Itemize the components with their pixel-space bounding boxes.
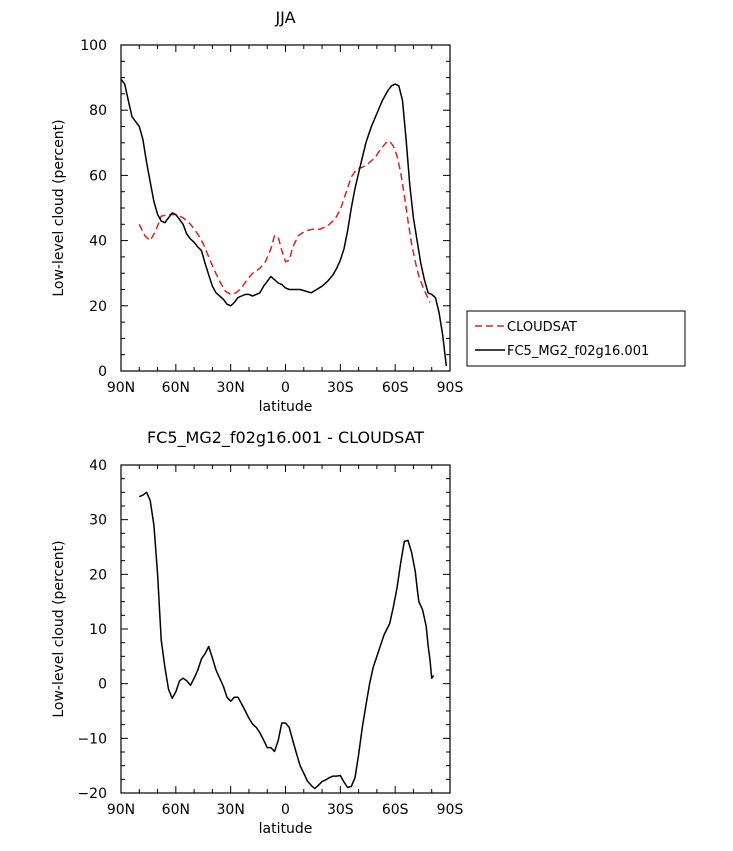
plot-frame <box>120 464 451 794</box>
x-tick-label: 30N <box>217 802 245 818</box>
x-axis-label: latitude <box>259 399 313 415</box>
y-axis-label: Low-level cloud (percent) <box>51 540 67 717</box>
x-tick-label: 60N <box>162 380 190 396</box>
y-tick-label: −20 <box>77 786 107 802</box>
x-tick-label: 60S <box>382 380 409 396</box>
series-line-difference <box>138 491 435 790</box>
x-tick-label: 30S <box>327 802 354 818</box>
y-tick-label: 0 <box>98 677 107 693</box>
y-axis-label: Low-level cloud (percent) <box>51 119 67 296</box>
y-tick-label: 100 <box>80 38 107 54</box>
y-tick-label: 60 <box>89 168 107 184</box>
y-tick-label: −10 <box>77 731 107 747</box>
y-tick-label: 40 <box>89 234 107 250</box>
x-tick-label: 0 <box>281 380 290 396</box>
y-tick-label: 20 <box>89 299 107 315</box>
x-tick-label: 60N <box>162 802 190 818</box>
y-tick-label: 40 <box>89 458 107 474</box>
x-tick-label: 30N <box>217 380 245 396</box>
legend-label: CLOUDSAT <box>507 320 577 335</box>
x-tick-label: 90N <box>107 802 135 818</box>
x-tick-label: 30S <box>327 380 354 396</box>
chart-panel-bottom: FC5_MG2_f02g16.001 - CLOUDSAT 90N 60N 30N 0 3… <box>51 428 463 837</box>
x-tick-label: 90N <box>107 380 135 396</box>
x-tick-label: 90S <box>437 802 464 818</box>
y-tick-label: 10 <box>89 622 107 638</box>
series-line-cloudsat <box>138 140 431 303</box>
y-tick-label: 30 <box>89 513 107 529</box>
x-tick-label: 90S <box>437 380 464 396</box>
legend: CLOUDSAT FC5_MG2_f02g16.001 <box>466 310 686 367</box>
legend-box <box>466 310 686 367</box>
y-tick-label: 80 <box>89 103 107 119</box>
chart-panel-top: JJA 90N 60N 30N 0 30S 60S 90S 0 20 40 60 80 100 latitu… <box>51 8 686 415</box>
y-tick-label: 0 <box>98 364 107 380</box>
chart-title: JJA <box>274 8 295 27</box>
series-line-fc5-mg2-f02g16-001 <box>120 78 448 367</box>
legend-label: FC5_MG2_f02g16.001 <box>507 344 649 359</box>
y-tick-label: 20 <box>89 567 107 583</box>
x-tick-label: 0 <box>281 802 290 818</box>
x-axis-label: latitude <box>259 821 313 837</box>
chart-title: FC5_MG2_f02g16.001 - CLOUDSAT <box>147 428 424 448</box>
x-tick-label: 60S <box>382 802 409 818</box>
